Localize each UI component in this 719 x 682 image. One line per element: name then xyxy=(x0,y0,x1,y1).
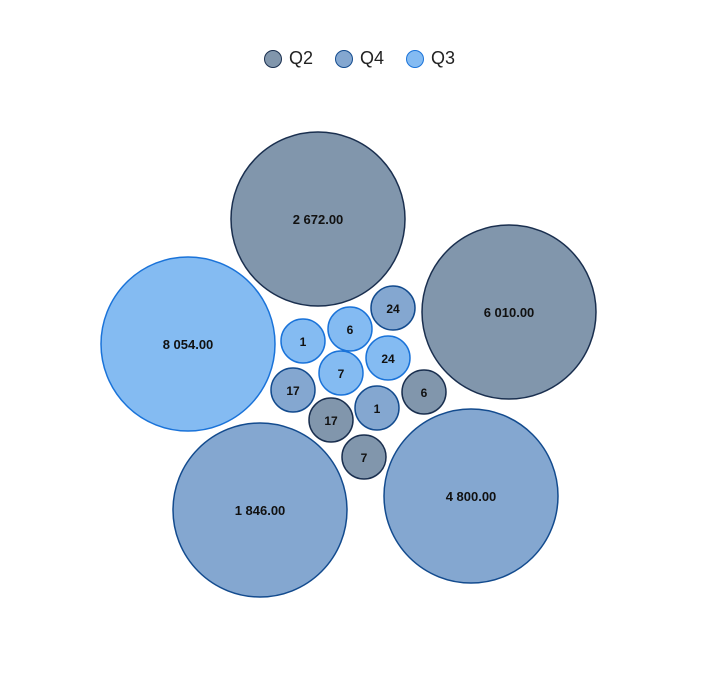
bubble-circle[interactable] xyxy=(370,285,416,331)
bubble-q2-1[interactable]: 6 010.00 xyxy=(421,224,597,400)
legend-item-q2[interactable]: Q2 xyxy=(263,48,313,69)
bubble-q4-10[interactable]: 17 xyxy=(270,367,316,413)
bubble-q2-11[interactable]: 6 xyxy=(401,369,447,415)
bubble-circle[interactable] xyxy=(383,408,559,584)
bubble-data-label: 24 xyxy=(381,352,395,366)
bubble-data-label: 7 xyxy=(338,367,345,381)
legend-label-q2: Q2 xyxy=(288,48,313,68)
bubble-circle[interactable] xyxy=(308,397,354,443)
legend-label-q4: Q4 xyxy=(359,48,384,68)
bubble-circle[interactable] xyxy=(270,367,316,413)
bubble-data-label: 6 010.00 xyxy=(484,305,535,320)
bubble-data-label: 6 xyxy=(347,323,354,337)
bubble-circle[interactable] xyxy=(365,335,411,381)
bubble-q2-14[interactable]: 7 xyxy=(341,434,387,480)
legend-item-q3[interactable]: Q3 xyxy=(406,48,455,69)
bubble-q3-8[interactable]: 24 xyxy=(365,335,411,381)
bubble-data-label: 7 xyxy=(361,451,368,465)
bubble-circle[interactable] xyxy=(280,318,326,364)
bubble-q2-12[interactable]: 17 xyxy=(308,397,354,443)
legend-label-q3: Q3 xyxy=(431,48,456,68)
bubble-q4-3[interactable]: 1 846.00 xyxy=(172,422,348,598)
bubble-data-label: 1 xyxy=(300,335,307,349)
bubble-q3-9[interactable]: 7 xyxy=(318,350,364,396)
bubble-q4-13[interactable]: 1 xyxy=(354,385,400,431)
bubble-data-label: 6 xyxy=(421,386,428,400)
bubble-q2-0[interactable]: 2 672.00 xyxy=(230,131,406,307)
bubble-data-label: 1 xyxy=(374,402,381,416)
bubble-circle[interactable] xyxy=(341,434,387,480)
legend: Q2 Q4 Q3 xyxy=(0,48,719,69)
bubble-q4-4[interactable]: 4 800.00 xyxy=(383,408,559,584)
bubble-circle[interactable] xyxy=(100,256,276,432)
bubble-q3-2[interactable]: 8 054.00 xyxy=(100,256,276,432)
bubble-circle[interactable] xyxy=(354,385,400,431)
bubble-q4-5[interactable]: 24 xyxy=(370,285,416,331)
bubble-circle[interactable] xyxy=(172,422,348,598)
bubble-q3-6[interactable]: 1 xyxy=(280,318,326,364)
bubble-data-label: 2 672.00 xyxy=(293,212,344,227)
bubble-data-label: 8 054.00 xyxy=(163,337,214,352)
legend-swatch-q4 xyxy=(334,49,353,68)
legend-swatch-q3 xyxy=(406,49,424,68)
bubble-circle[interactable] xyxy=(421,224,597,400)
legend-item-q4[interactable]: Q4 xyxy=(334,48,384,69)
legend-swatch-q2 xyxy=(263,49,282,68)
bubble-circle[interactable] xyxy=(230,131,406,307)
bubble-data-label: 17 xyxy=(324,414,338,428)
bubble-data-label: 17 xyxy=(286,384,300,398)
bubble-data-label: 4 800.00 xyxy=(446,489,497,504)
bubble-circle[interactable] xyxy=(327,306,373,352)
bubble-data-label: 1 846.00 xyxy=(235,503,286,518)
bubble-circle[interactable] xyxy=(401,369,447,415)
bubble-circle[interactable] xyxy=(318,350,364,396)
bubble-q3-7[interactable]: 6 xyxy=(327,306,373,352)
bubble-data-label: 24 xyxy=(386,302,400,316)
